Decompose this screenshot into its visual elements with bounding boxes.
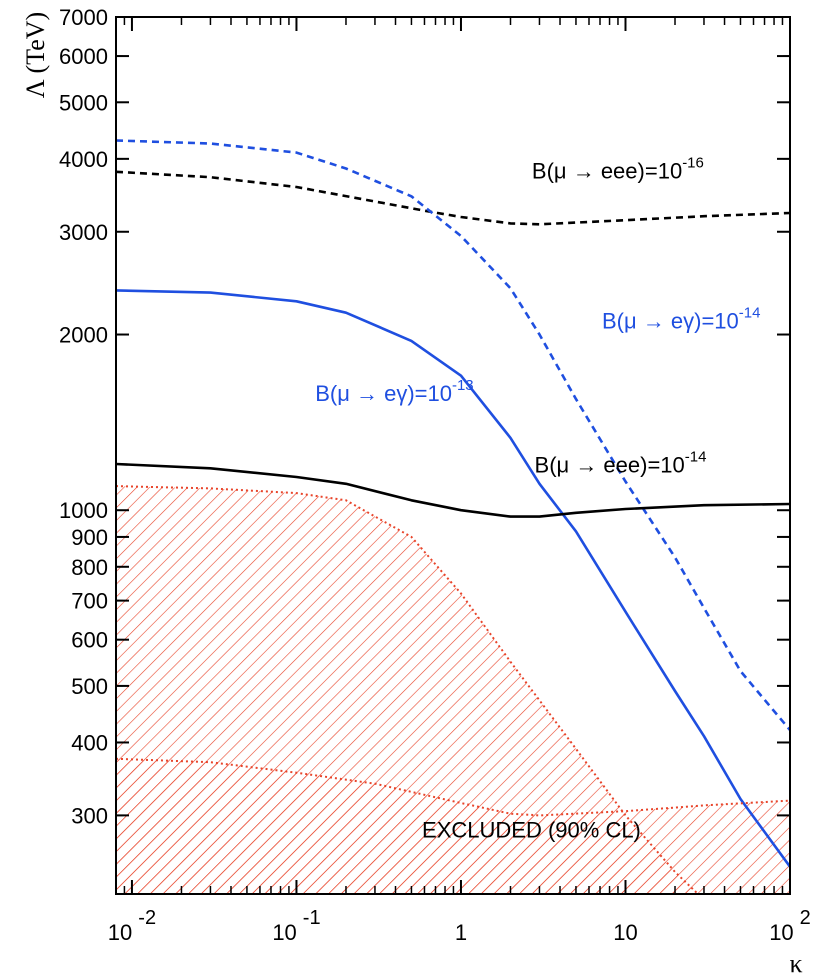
y-axis-title: Λ (TeV) <box>21 12 50 98</box>
y-tick-label: 900 <box>71 525 108 550</box>
y-tick-label: 7000 <box>59 5 108 30</box>
y-tick-label: 600 <box>71 628 108 653</box>
annotation-excluded: EXCLUDED (90% CL) <box>422 817 641 842</box>
x-tick-label: 10-1 <box>272 907 320 945</box>
y-tick-label: 700 <box>71 589 108 614</box>
x-tick-label: 1 <box>455 920 467 945</box>
annotation-eg14: B(μ → eγ)=10-14 <box>602 304 760 333</box>
excluded-region-lower <box>116 758 790 894</box>
series-line-4 <box>116 485 700 894</box>
y-tick-label: 300 <box>71 803 108 828</box>
y-tick-label: 1000 <box>59 498 108 523</box>
series-line-0 <box>116 170 790 226</box>
annotation-eee16: B(μ → eee)=10-16 <box>532 155 704 184</box>
series-line-3 <box>116 462 790 518</box>
y-tick-label: 5000 <box>59 90 108 115</box>
annotation-eg13: B(μ → eγ)=10-13 <box>315 377 473 406</box>
x-axis-title: κ <box>789 949 802 978</box>
y-tick-label: 3000 <box>59 220 108 245</box>
annotation-eee14: B(μ → eee)=10-14 <box>535 449 707 478</box>
y-tick-label: 400 <box>71 730 108 755</box>
series-line-2 <box>116 289 790 868</box>
y-tick-label: 6000 <box>59 44 108 69</box>
y-tick-label: 4000 <box>59 147 108 172</box>
y-tick-label: 800 <box>71 555 108 580</box>
y-tick-label: 2000 <box>59 323 108 348</box>
x-tick-label: 102 <box>769 907 811 945</box>
x-tick-label: 10 <box>613 920 637 945</box>
y-tick-label: 500 <box>71 674 108 699</box>
x-tick-label: 10-2 <box>108 907 156 945</box>
